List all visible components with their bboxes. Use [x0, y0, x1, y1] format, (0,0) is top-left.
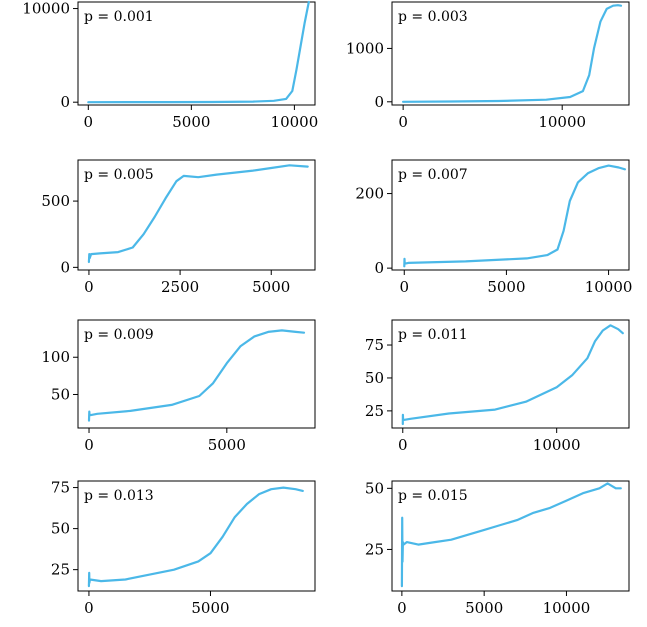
x-tick-label: 10000 [533, 436, 581, 454]
plot-frame [77, 1, 316, 106]
y-tick-label: 25 [365, 540, 384, 558]
x-tick-label: 5000 [208, 436, 246, 454]
y-tick-label: 500 [41, 192, 70, 210]
panel-label: p = 0.015 [398, 488, 468, 504]
y-tick-label: 50 [51, 385, 70, 403]
subplot-6: 0 10000 25 50 75 p = 0.011 [365, 319, 630, 454]
panel-label: p = 0.005 [84, 167, 154, 183]
y-tick-label: 0 [60, 258, 70, 276]
x-tick-label: 0 [399, 278, 409, 296]
series-line [87, 0, 310, 104]
y-tick-label: 50 [365, 369, 384, 387]
x-tick-label: 0 [84, 278, 94, 296]
x-tick-label: 10000 [543, 599, 591, 617]
x-tick-label: 2500 [161, 278, 199, 296]
x-tick-label: 5000 [191, 599, 229, 617]
x-tick-label: 5000 [487, 278, 525, 296]
x-tick-label: 10000 [585, 278, 633, 296]
x-tick-label: 0 [84, 436, 94, 454]
panel-label: p = 0.003 [398, 9, 468, 25]
x-tick-label: 10000 [271, 113, 319, 131]
subplot-2: 0 10000 0 1000 p = 0.003 [346, 1, 630, 131]
x-tick-label: 0 [84, 599, 94, 617]
y-tick-label: 25 [365, 402, 384, 420]
plot-frame [391, 319, 630, 429]
y-tick-label: 100 [41, 348, 70, 366]
series-line [402, 4, 623, 103]
series-line [403, 164, 626, 268]
y-tick-label: 50 [51, 520, 70, 538]
plot-frame [391, 159, 630, 271]
y-tick-label: 75 [51, 479, 70, 497]
subplot-4: 0 5000 10000 0 200 p = 0.007 [355, 159, 633, 296]
subplot-5: 0 5000 50 100 p = 0.009 [41, 319, 316, 454]
series-line [87, 486, 304, 588]
x-tick-label: 0 [397, 599, 407, 617]
panel-label: p = 0.001 [84, 9, 154, 25]
x-tick-label: 5000 [252, 278, 290, 296]
subplot-7: 0 5000 25 50 75 p = 0.013 [51, 479, 316, 617]
y-tick-label: 200 [355, 185, 384, 203]
x-tick-label: 0 [398, 113, 408, 131]
y-tick-label: 0 [374, 259, 384, 277]
x-tick-label: 5000 [465, 599, 503, 617]
y-tick-label: 0 [60, 93, 70, 111]
y-tick-label: 75 [365, 336, 384, 354]
y-tick-label: 10000 [22, 0, 70, 18]
panel-label: p = 0.007 [398, 167, 468, 183]
series-line [400, 482, 622, 588]
subplot-3: 0 2500 5000 0 500 p = 0.005 [41, 159, 316, 296]
plot-frame [391, 1, 630, 106]
series-line [401, 324, 624, 426]
panel-label: p = 0.009 [84, 327, 154, 343]
plot-frame [77, 319, 316, 429]
series-line [87, 164, 309, 264]
y-tick-label: 0 [374, 93, 384, 111]
y-tick-label: 50 [365, 479, 384, 497]
x-tick-label: 5000 [172, 113, 210, 131]
y-tick-label: 1000 [346, 39, 384, 57]
plot-frame [77, 480, 316, 592]
y-tick-label: 25 [51, 561, 70, 579]
series-line [87, 329, 306, 422]
x-tick-label: 10000 [538, 113, 586, 131]
x-tick-label: 0 [398, 436, 408, 454]
plot-frame [77, 159, 316, 271]
plot-frame [391, 480, 630, 592]
panel-label: p = 0.013 [84, 488, 154, 504]
x-tick-label: 0 [84, 113, 94, 131]
panel-label: p = 0.011 [398, 327, 468, 343]
subplot-1: 0 5000 10000 0 10000 p = 0.001 [22, 0, 318, 131]
subplot-8: 0 5000 10000 25 50 p = 0.015 [365, 479, 630, 617]
